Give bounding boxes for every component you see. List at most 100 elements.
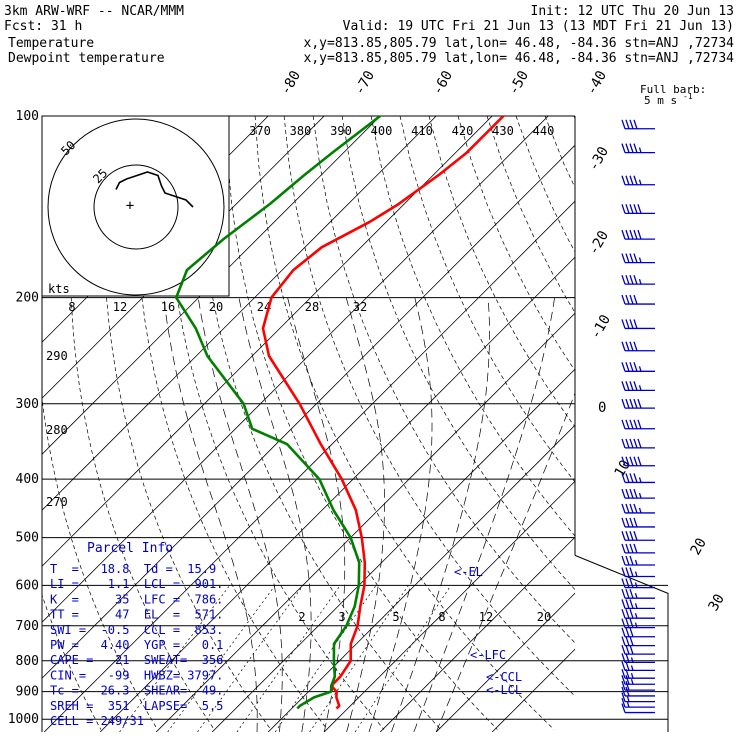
- wind-barb-feather: [633, 253, 638, 263]
- dry-adiabat-line: [254, 116, 555, 730]
- wind-barb-feather: [629, 456, 634, 466]
- moist-adiabat-line: [435, 392, 575, 732]
- wind-barb-half-feather: [626, 701, 630, 708]
- wind-barb: [621, 661, 655, 672]
- wind-barb-feather: [633, 398, 638, 409]
- model-title: 3km ARW-WRF -- NCAR/MMM: [4, 4, 184, 19]
- plot-right-slant-edge: [574, 554, 669, 732]
- wind-barb-feather: [625, 503, 630, 514]
- wind-barb-half-feather: [634, 559, 638, 566]
- isotherm-line: [379, 536, 575, 732]
- wind-barb-feather: [629, 381, 634, 391]
- wind-barb-feather: [621, 488, 626, 499]
- isotherm-label: -10: [588, 312, 615, 342]
- wind-barb-feather: [633, 438, 638, 449]
- wind-barb-feather: [625, 627, 630, 637]
- wind-barb-feather: [633, 229, 638, 240]
- theta-top-label: 370: [249, 124, 271, 138]
- wind-barb: [621, 143, 655, 154]
- wind-barb-feather: [621, 618, 626, 628]
- wind-barb-feather: [629, 608, 634, 619]
- isotherm-line: [42, 144, 575, 679]
- wind-barb-feather: [629, 204, 634, 214]
- wind-barb-feather: [625, 543, 630, 554]
- wind-barb-feather: [629, 341, 634, 351]
- wind-barb: [621, 473, 655, 484]
- wind-barb-feather: [629, 143, 634, 153]
- dry-adiabat-line: [283, 116, 575, 697]
- wind-barb-feather: [621, 555, 626, 566]
- isotherm-label: 40: [0, 0, 17, 4]
- wind-barb-feather: [637, 438, 642, 449]
- wind-barb-feather: [625, 644, 630, 655]
- theta-top-label: 380: [290, 124, 312, 138]
- wind-barb-feather: [629, 473, 634, 483]
- pressure-label-800: 800: [16, 654, 39, 669]
- wind-barb-feather: [625, 531, 630, 541]
- wind-barb-feather: [625, 119, 630, 129]
- wind-barb-feather: [633, 531, 638, 541]
- wind-barb-feather: [633, 175, 638, 185]
- wind-barb-feather: [621, 675, 626, 685]
- dry-adiabat-line: [70, 116, 215, 730]
- wind-barb-feather: [625, 253, 630, 263]
- dewpoint-legend: Dewpoint temperature: [8, 51, 165, 66]
- wind-barb-feather: [621, 517, 626, 528]
- wind-barb-feather: [625, 294, 630, 305]
- wind-barb-feather: [621, 294, 626, 305]
- wind-barb: [621, 644, 655, 655]
- moist-adiabat-line: [238, 297, 312, 732]
- wind-barb-feather: [633, 341, 638, 351]
- dry-adiabat-line: [486, 116, 575, 314]
- wind-barb-half-feather: [630, 679, 634, 685]
- pressure-label-700: 700: [16, 619, 39, 634]
- el-marker: <-EL: [454, 565, 483, 579]
- moist-adiabat-line: [163, 297, 258, 732]
- dry-adiabat-line: [103, 116, 272, 730]
- wind-barb-feather: [633, 319, 638, 329]
- wind-barb-half-feather: [638, 492, 642, 499]
- wind-barb: [621, 567, 655, 578]
- wind-barb-feather: [633, 517, 638, 528]
- isotherm-label: -30: [586, 144, 613, 174]
- wind-barb-feather: [621, 608, 626, 619]
- wind-barb-feather: [625, 599, 630, 609]
- ccl-marker: <-CCL: [486, 670, 522, 684]
- wind-barb-feather: [629, 488, 634, 499]
- mixing-ratio-label: 5: [392, 610, 399, 624]
- wind-barb: [621, 419, 655, 430]
- theta-top-label: 410: [411, 124, 433, 138]
- wind-barb-feather: [633, 294, 638, 305]
- pressure-label-200: 200: [16, 291, 39, 306]
- wind-barb-feather: [621, 503, 626, 514]
- wind-barb-feather: [633, 119, 638, 129]
- moist-adiabat-line: [287, 297, 346, 732]
- wind-barbs: [621, 119, 655, 714]
- wind-barb: [621, 503, 655, 514]
- isotherm-line: [323, 480, 575, 732]
- wind-barb-feather: [621, 473, 626, 483]
- wind-barb: [621, 319, 655, 330]
- dry-adiabat-line: [341, 116, 575, 591]
- wind-barb-feather: [637, 456, 642, 466]
- isotherm-label: 30: [706, 591, 728, 614]
- wind-barb-half-feather: [638, 385, 642, 391]
- dry-adiabat-label: 290: [46, 349, 68, 363]
- wind-barb-half-feather: [634, 612, 638, 619]
- wind-barb-feather: [629, 438, 634, 449]
- dry-adiabat-line: [573, 116, 575, 120]
- mixing-ratio-label: 12: [479, 610, 493, 624]
- wind-barb-feather: [633, 419, 638, 429]
- theta-top-label: 420: [452, 124, 474, 138]
- wind-barb-feather: [625, 517, 630, 528]
- plot-frame: [41, 115, 669, 732]
- dry-adiabat-line: [135, 116, 328, 730]
- wind-barb: [621, 456, 655, 467]
- wind-barb-feather: [629, 294, 634, 305]
- wind-barb: [621, 675, 655, 685]
- parcel-info-row: CELL = 249/31: [50, 714, 144, 728]
- barb-legend-line2: 5 m s: [644, 94, 677, 107]
- mixing-ratio-line: [354, 585, 452, 732]
- wind-barb-feather: [621, 119, 626, 129]
- wind-barb-feather: [621, 588, 626, 599]
